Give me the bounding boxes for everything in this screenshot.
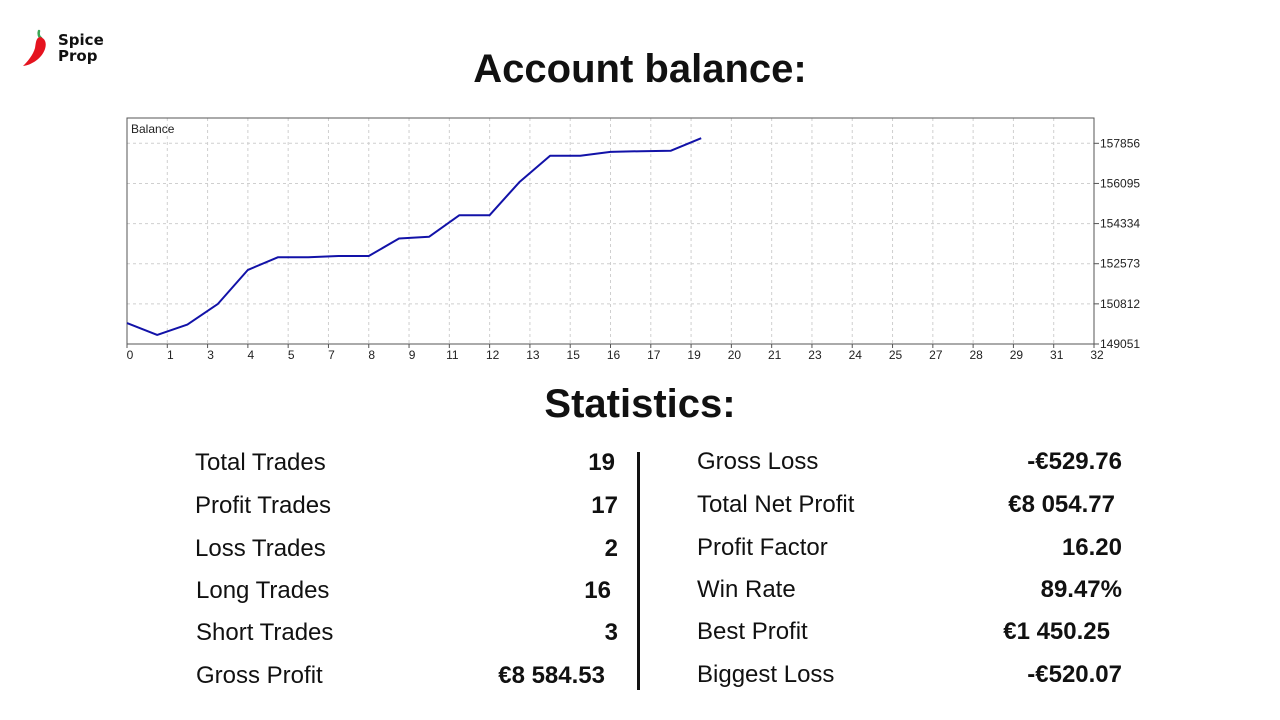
x-tick-label: 15 [567, 348, 581, 362]
stat-label: Total Trades [195, 449, 326, 476]
y-tick-label: 152573 [1100, 257, 1140, 271]
stat-value: 19 [588, 449, 615, 476]
stat-value: 89.47% [1040, 576, 1122, 603]
x-tick-label: 19 [687, 348, 701, 362]
x-tick-label: 9 [409, 348, 416, 362]
x-tick-label: 23 [808, 348, 822, 362]
chili-pepper-icon [23, 29, 46, 66]
x-tick-label: 25 [889, 348, 903, 362]
brand-name: Spice Prop [58, 32, 104, 64]
stat-label: Long Trades [196, 577, 330, 604]
x-tick-label: 0 [127, 348, 134, 362]
x-tick-label: 28 [969, 348, 983, 362]
balance-series-line [126, 137, 702, 336]
stat-label: Loss Trades [195, 535, 326, 562]
stat-value: 2 [604, 535, 618, 562]
brand-logo: Spice Prop [20, 28, 104, 68]
x-tick-label: 16 [607, 348, 621, 362]
brand-name-line2: Prop [58, 47, 98, 65]
stat-value: 16 [584, 577, 611, 604]
x-tick-label: 1 [167, 348, 174, 362]
x-tick-label: 29 [1010, 348, 1024, 362]
stat-label: Win Rate [697, 576, 796, 603]
x-tick-label: 31 [1050, 348, 1064, 362]
x-tick-label: 12 [486, 348, 500, 362]
x-tick-label: 24 [849, 348, 863, 362]
stat-value: 3 [604, 619, 618, 646]
stat-label: Gross Profit [196, 662, 323, 689]
x-tick-label: 13 [526, 348, 540, 362]
y-tick-label: 149051 [1100, 337, 1140, 351]
x-tick-label: 20 [728, 348, 742, 362]
stat-value: €8 054.77 [1008, 491, 1115, 518]
stat-value: €1 450.25 [1003, 618, 1110, 645]
statistics-divider [637, 452, 640, 690]
stat-label: Short Trades [196, 619, 334, 646]
stat-value: 16.20 [1061, 534, 1122, 561]
x-tick-label: 11 [446, 348, 459, 362]
x-tick-label: 27 [929, 348, 943, 362]
x-tick-label: 3 [207, 348, 214, 362]
x-tick-label: 21 [768, 348, 782, 362]
stat-label: Profit Trades [195, 492, 332, 519]
y-tick-label: 150812 [1100, 297, 1140, 311]
x-tick-label: 7 [328, 348, 335, 362]
x-tick-label: 17 [647, 348, 661, 362]
stat-label: Gross Loss [697, 448, 819, 475]
statistics-heading: Statistics: [544, 382, 736, 426]
stat-label: Profit Factor [697, 534, 828, 561]
stat-label: Biggest Loss [697, 661, 835, 688]
stat-value: 17 [591, 492, 618, 519]
y-tick-label: 157856 [1100, 136, 1140, 150]
x-tick-label: 8 [368, 348, 375, 362]
x-tick-label: 5 [288, 348, 295, 362]
stat-label: Total Net Profit [697, 491, 855, 518]
x-tick-label: 4 [248, 348, 255, 362]
y-tick-label: 154334 [1100, 217, 1140, 231]
stat-value: -€520.07 [1027, 661, 1122, 688]
brand-name-line1: Spice [58, 31, 104, 49]
stat-label: Best Profit [697, 618, 808, 645]
y-tick-label: 156095 [1100, 176, 1140, 190]
page-title: Account balance: [473, 47, 807, 91]
x-tick-label: 32 [1090, 348, 1104, 362]
chart-title: Balance [131, 122, 175, 136]
stat-value: -€529.76 [1027, 448, 1122, 475]
stat-value: €8 584.53 [498, 662, 605, 689]
